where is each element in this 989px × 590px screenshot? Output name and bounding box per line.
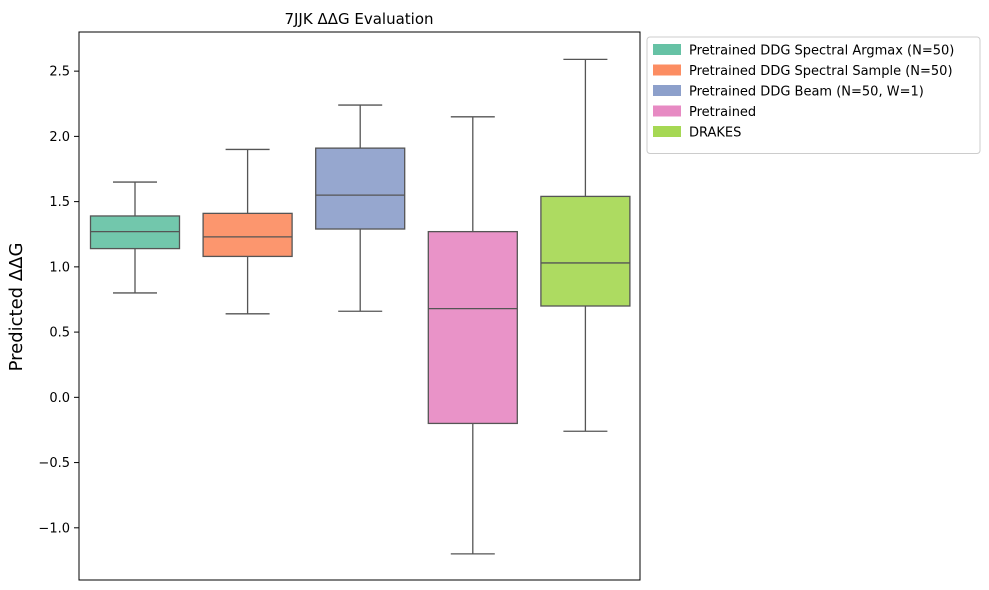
box-series-group	[89, 58, 631, 555]
y-tick-label: 1.0	[49, 260, 70, 275]
box-1	[89, 181, 181, 294]
legend-frame	[646, 36, 981, 154]
plot-area-frame	[78, 31, 641, 581]
y-tick-label: 0.5	[49, 326, 70, 341]
y-tick-label: 2.0	[49, 130, 70, 145]
legend-label: DRAKES	[689, 126, 741, 141]
y-tick-label: 2.5	[49, 65, 70, 80]
chart-title: 7JJK ΔΔG Evaluation	[284, 10, 433, 28]
iqr-box	[427, 230, 518, 425]
legend-label: Pretrained	[689, 105, 756, 120]
legend-swatch	[653, 64, 681, 76]
iqr-box	[315, 147, 406, 230]
iqr-box	[89, 215, 181, 250]
y-tick-label: 0.0	[49, 391, 70, 406]
iqr-box	[202, 212, 293, 258]
y-tick-label: 1.5	[49, 195, 70, 210]
legend-label: Pretrained DDG Beam (N=50, W=1)	[689, 85, 924, 100]
y-tick-label: −0.5	[38, 456, 70, 471]
box-4	[427, 116, 518, 555]
iqr-box	[540, 195, 631, 307]
y-axis: 2.5 2.0 1.5 1.0 0.5 0.0 −0.5 −1.0	[38, 65, 79, 536]
legend-swatch	[653, 105, 681, 117]
box-2	[202, 148, 293, 315]
legend-swatch	[653, 126, 681, 137]
legend: Pretrained DDG Spectral Argmax (N=50) Pre…	[646, 36, 981, 154]
box-3	[315, 104, 406, 312]
legend-swatch	[653, 44, 681, 55]
legend-label: Pretrained DDG Spectral Argmax (N=50)	[689, 44, 954, 59]
box-5	[540, 58, 631, 432]
y-axis-label: Predicted ΔΔG	[6, 243, 27, 372]
y-tick-label: −1.0	[38, 521, 70, 536]
legend-label: Pretrained DDG Spectral Sample (N=50)	[689, 64, 953, 79]
legend-swatch	[653, 85, 681, 96]
